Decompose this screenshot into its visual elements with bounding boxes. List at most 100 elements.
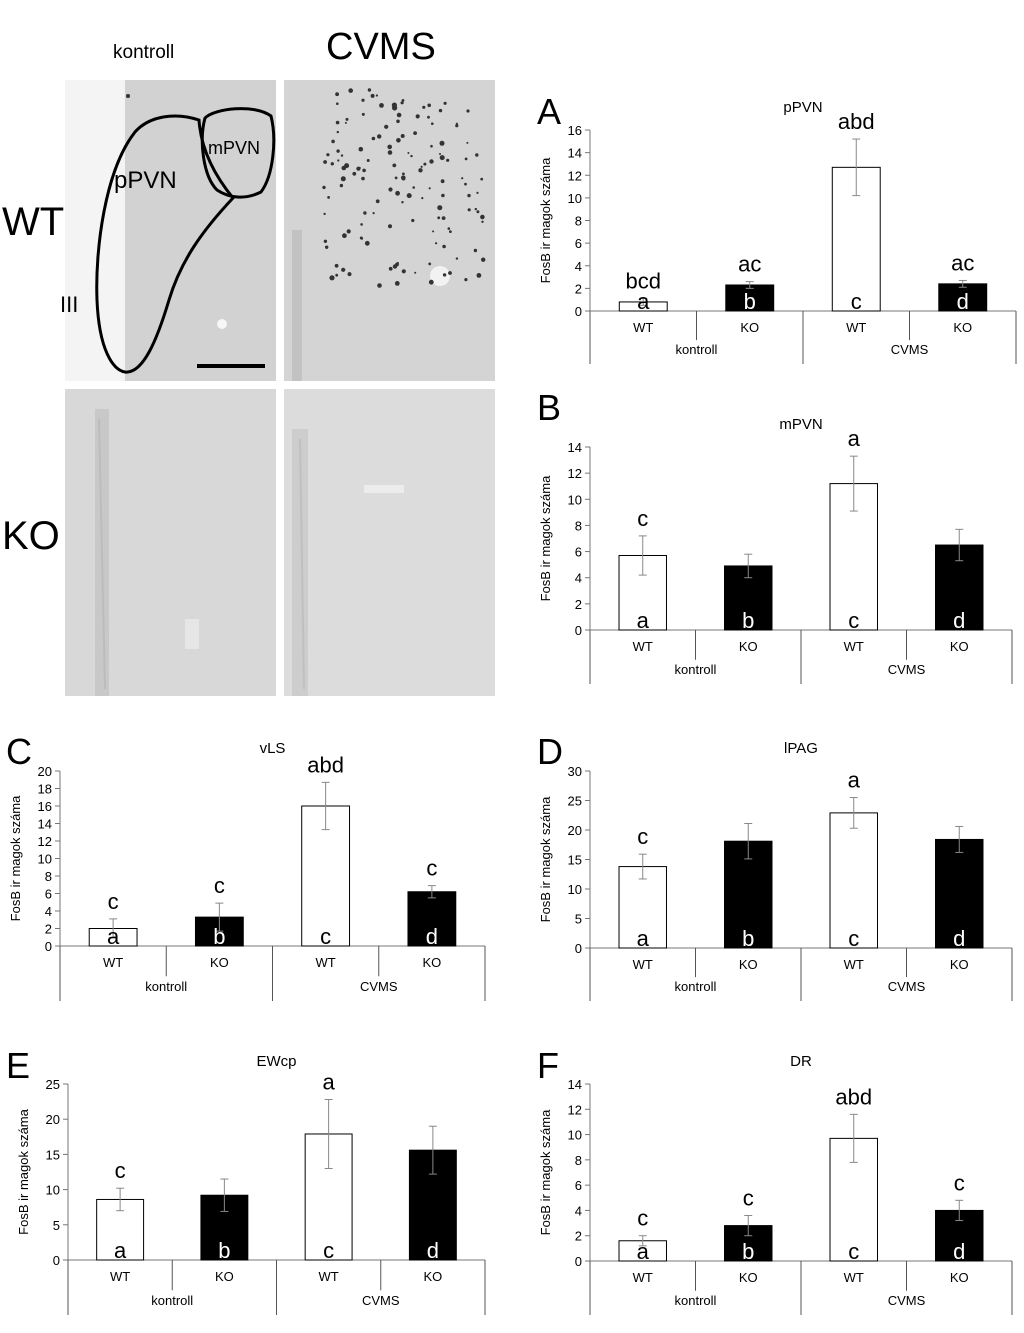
stained-nucleus (344, 121, 347, 124)
significance-label-top: c (954, 1170, 965, 1195)
y-tick-label: 14 (568, 1077, 582, 1092)
significance-label-bar: c (323, 1238, 334, 1263)
y-tick-label: 2 (45, 922, 52, 937)
significance-label-bar: c (320, 924, 331, 949)
significance-label-top: abd (838, 109, 875, 134)
y-tick-label: 20 (568, 823, 582, 838)
significance-label-top: c (214, 873, 225, 898)
stained-nucleus (475, 153, 479, 157)
group-label: CVMS (888, 979, 926, 994)
x-tick-label: KO (423, 1269, 442, 1284)
x-tick-label: WT (844, 1270, 864, 1285)
stained-nucleus (396, 119, 400, 124)
x-tick-label: KO (739, 1270, 758, 1285)
stained-nucleus (346, 229, 351, 234)
y-tick-label: 0 (53, 1253, 60, 1268)
group-label: CVMS (888, 1293, 926, 1308)
x-tick-label: WT (319, 1269, 339, 1284)
stained-nucleus (401, 176, 406, 181)
significance-label-top: c (637, 824, 648, 849)
stained-nucleus (335, 92, 339, 97)
stained-nucleus (474, 207, 477, 211)
x-tick-label: WT (846, 320, 866, 335)
panel-letter: B (537, 387, 561, 428)
stained-nucleus (335, 120, 340, 125)
stained-nucleus (323, 239, 328, 243)
micrograph-row-label-wt: WT (2, 200, 65, 244)
micrograph-col-label-cvms: CVMS (326, 26, 436, 68)
y-tick-label: 6 (45, 887, 52, 902)
significance-label-bar: d (957, 289, 969, 314)
stained-nucleus (428, 262, 432, 266)
y-tick-label: 14 (568, 440, 582, 455)
stained-nucleus (396, 138, 401, 143)
stained-nucleus (421, 197, 424, 200)
stained-nucleus (411, 218, 415, 223)
stained-nucleus (361, 112, 365, 116)
stained-nucleus (441, 193, 445, 198)
group-label: kontroll (145, 979, 187, 994)
stained-nucleus (402, 172, 405, 176)
y-tick-label: 0 (575, 1254, 582, 1269)
group-label: kontroll (675, 979, 717, 994)
significance-label-bar: a (637, 1239, 650, 1264)
significance-label-bar: b (742, 608, 754, 633)
y-tick-label: 14 (568, 146, 582, 161)
group-label: CVMS (888, 662, 926, 677)
stained-nucleus (336, 130, 339, 134)
micrograph-row-label-ko: KO (2, 514, 60, 558)
stained-nucleus (348, 88, 353, 93)
stained-nucleus (439, 140, 445, 146)
stained-nucleus (363, 211, 367, 215)
stained-nucleus (336, 102, 339, 105)
stained-nucleus (377, 283, 382, 288)
stained-nucleus (323, 212, 326, 216)
y-tick-label: 20 (38, 764, 52, 779)
y-tick-label: 4 (575, 571, 582, 586)
stained-nucleus (362, 168, 366, 173)
panel-letter: A (537, 91, 561, 132)
stained-nucleus (392, 264, 398, 269)
stained-nucleus (430, 144, 433, 148)
mpvn-outline (200, 107, 276, 199)
y-tick-label: 25 (46, 1077, 60, 1092)
stained-nucleus (439, 155, 445, 161)
y-tick-label: 10 (46, 1183, 60, 1198)
significance-label-top: c (637, 506, 648, 531)
stained-nucleus (361, 176, 365, 181)
micrograph-wt-cvms (284, 80, 495, 381)
stained-nucleus (420, 165, 423, 168)
stained-nucleus (449, 230, 452, 234)
x-tick-label: KO (422, 955, 441, 970)
y-tick-label: 12 (568, 168, 582, 183)
stained-nucleus (413, 131, 417, 135)
x-tick-label: WT (316, 955, 336, 970)
stained-nucleus (336, 149, 340, 153)
stained-nucleus (394, 281, 400, 286)
x-tick-label: KO (950, 1270, 969, 1285)
significance-label-top: c (108, 889, 119, 914)
stained-nucleus (396, 112, 402, 118)
significance-label-bar: a (114, 1238, 127, 1263)
stained-nucleus (344, 163, 350, 169)
stained-nucleus (388, 187, 393, 192)
x-tick-label: WT (844, 639, 864, 654)
chart-title: vLS (260, 740, 286, 757)
significance-label-bar: d (953, 926, 965, 951)
panel-letter: C (6, 731, 32, 772)
stained-nucleus (401, 269, 406, 274)
stained-nucleus (464, 182, 467, 186)
stained-nucleus (464, 278, 468, 282)
stained-nucleus (407, 152, 410, 154)
stained-nucleus (427, 103, 431, 108)
y-tick-label: 15 (568, 853, 582, 868)
stained-nucleus (370, 93, 375, 98)
region-label-mpvn: mPVN (208, 138, 261, 158)
stained-nucleus (429, 159, 434, 164)
y-tick-label: 0 (575, 941, 582, 956)
stained-nucleus (379, 103, 384, 108)
micrograph-col-label-control: kontroll (113, 42, 175, 63)
group-label: kontroll (151, 1293, 193, 1308)
significance-label-top: abd (835, 1084, 872, 1109)
